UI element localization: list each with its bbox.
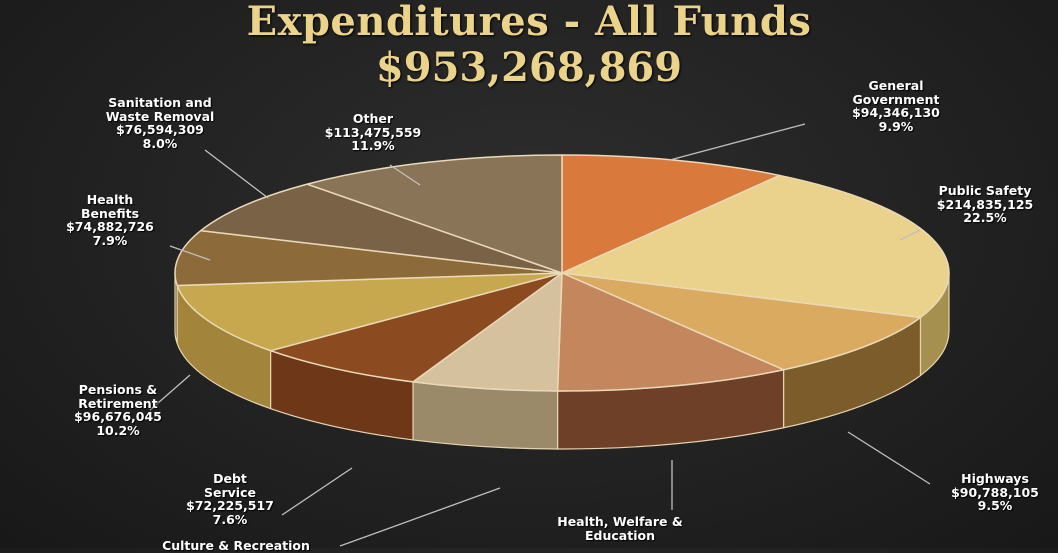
slice-name: Debt	[213, 471, 247, 486]
slice-name: General	[868, 78, 924, 93]
slice-percent: 8.0%	[142, 135, 178, 151]
leader-lines	[149, 123, 931, 547]
slice-name: Pensions &	[78, 382, 158, 397]
slice-name: Government	[852, 91, 940, 107]
leader-line-5	[281, 467, 353, 516]
pie-slice-9	[306, 154, 563, 274]
slice-name: Public Safety	[938, 183, 1032, 198]
slice-percent: 11.9%	[351, 138, 395, 153]
pie-slice-1	[561, 174, 950, 319]
slice-label-5: Debt Service $72,225,517 7.6%	[186, 472, 274, 526]
slice-amount: $113,475,559	[324, 124, 422, 140]
slice-name: Health, Welfare &	[557, 514, 683, 529]
leader-line-0	[669, 123, 806, 161]
pie-slice-4	[412, 272, 563, 392]
slice-name: Benefits	[80, 205, 140, 221]
pie-slice-8	[200, 183, 563, 274]
slice-label-0: General Government $94,346,130 9.9%	[852, 79, 940, 133]
slice-name: Retirement	[78, 395, 158, 411]
slice-percent: 9.9%	[878, 118, 914, 134]
slice-label-3: Health, Welfare & Education	[557, 515, 683, 542]
slice-amount: $72,225,517	[186, 498, 274, 513]
slice-percent: 7.6%	[212, 511, 248, 527]
slice-label-2: Highways $90,788,105 9.5%	[951, 472, 1039, 513]
leader-line-1	[899, 229, 921, 241]
slice-name: Other	[352, 111, 394, 126]
slice-amount: $94,346,130	[852, 105, 940, 120]
pie-slice-3	[556, 272, 785, 392]
slice-amount: $214,835,125	[936, 196, 1034, 212]
slice-amount: $90,788,105	[951, 484, 1039, 500]
slice-label-7: Health Benefits $74,882,726 7.9%	[66, 193, 154, 247]
leader-line-4	[339, 487, 501, 547]
pie-top-faces	[174, 154, 950, 392]
pie-side-4	[412, 381, 559, 450]
slice-amount: $74,882,726	[66, 219, 154, 234]
slice-name: Sanitation and	[108, 95, 212, 110]
slice-label-4: Culture & Recreation	[162, 539, 310, 553]
slice-name: Culture & Recreation	[162, 538, 310, 553]
slice-amount: $96,676,045	[74, 409, 162, 424]
slice-label-9: Other $113,475,559 11.9%	[325, 112, 421, 153]
chart-total: $953,268,869	[375, 44, 683, 91]
pie-side-walls	[174, 272, 950, 450]
leader-line-8	[204, 149, 269, 199]
leader-line-2	[847, 431, 931, 485]
slice-percent: 22.5%	[963, 210, 1007, 225]
slice-name: Service	[204, 484, 256, 500]
chart-title: Expenditures - All Funds	[246, 0, 812, 45]
pie-slice-0	[561, 154, 781, 274]
slice-name: Health	[86, 192, 134, 207]
slice-percent: 7.9%	[92, 232, 128, 248]
leader-line-7	[169, 245, 211, 261]
leader-line-6	[149, 374, 191, 411]
slice-label-6: Pensions & Retirement $96,676,045 10.2%	[74, 383, 162, 437]
slice-amount: $76,594,309	[116, 122, 204, 137]
slice-percent: 9.5%	[977, 498, 1013, 513]
pie-slice-6	[176, 272, 563, 352]
leader-line-9	[389, 164, 421, 186]
pie-slice-5	[269, 272, 563, 383]
pie-slice-7	[174, 229, 563, 287]
slice-name: Education	[585, 527, 655, 543]
pie-slice-2	[561, 272, 922, 371]
slice-name: Waste Removal	[105, 108, 215, 124]
slice-percent: 10.2%	[96, 422, 140, 438]
slice-label-1: Public Safety $214,835,125 22.5%	[937, 184, 1033, 225]
slice-name: Highways	[961, 471, 1029, 486]
slice-label-8: Sanitation and Waste Removal $76,594,309 8.…	[106, 96, 215, 150]
